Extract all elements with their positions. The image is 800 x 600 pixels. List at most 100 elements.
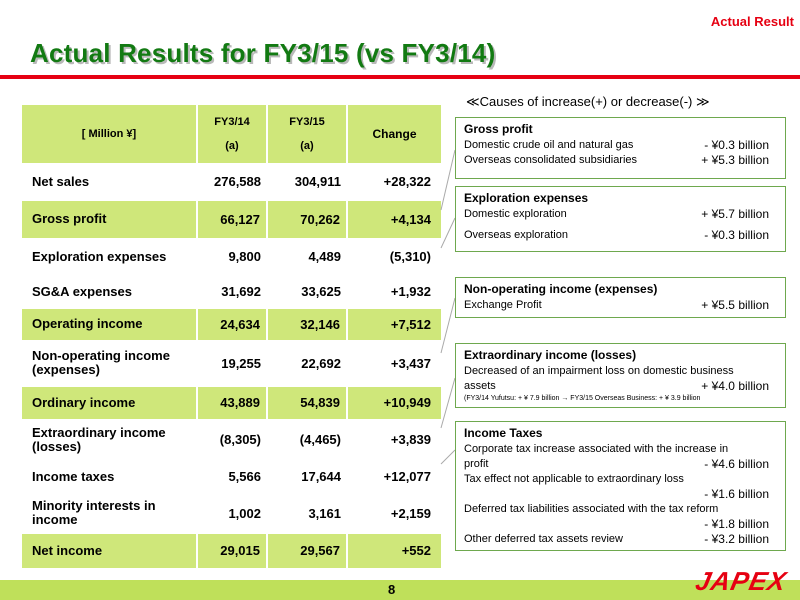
exploration-box: Exploration expenses Domestic exploratio… [455, 186, 786, 252]
box-title: Gross profit [464, 122, 533, 136]
table-row: Net sales 276,588 304,911 +28,322 [22, 163, 441, 201]
fy15-header-sub: (a) [300, 139, 314, 152]
cause-value: + ¥5.5 billion [701, 298, 769, 312]
cause-item: assets + ¥4.0 billion [464, 379, 769, 394]
fy15-value: 304,911 [267, 163, 347, 201]
change-value: (5,310) [347, 238, 441, 276]
row-label: Net sales [22, 163, 197, 201]
japex-logo: JAPEX [692, 566, 790, 596]
cause-label: Overseas exploration [464, 229, 568, 241]
fy14-value: 31,692 [197, 275, 267, 309]
row-label: Minority interests in income [22, 493, 197, 534]
box-title: Exploration expenses [464, 191, 589, 205]
cause-value: + ¥5.7 billion [701, 207, 769, 221]
fy15-value: 22,692 [267, 340, 347, 387]
income-taxes-box: Income Taxes Corporate tax increase asso… [455, 421, 786, 551]
table-row: Gross profit 66,127 70,262 +4,134 [22, 200, 441, 239]
cause-value: - ¥1.8 billion [704, 517, 769, 531]
change-value: +3,839 [347, 419, 441, 461]
change-value: +552 [347, 533, 441, 569]
change-header: Change [347, 105, 441, 164]
fy15-value: 29,567 [267, 533, 348, 569]
cause-value: - ¥4.6 billion [704, 457, 769, 471]
unit-header: [ Million ¥] [22, 105, 198, 164]
gross-profit-box: Gross profit Domestic crude oil and natu… [455, 117, 786, 179]
fy14-value: 5,566 [197, 460, 267, 494]
footer-bar [0, 580, 800, 600]
row-label: SG&A expenses [22, 275, 197, 309]
fy15-value: 4,489 [267, 238, 347, 276]
section-tag: Actual Result [710, 14, 794, 29]
cause-label: Domestic crude oil and natural gas [464, 139, 634, 151]
page-title: Actual Results for FY3/15 (vs FY3/14) [30, 38, 496, 68]
table-row: Income taxes 5,566 17,644 +12,077 [22, 460, 441, 494]
connector-income-taxes [440, 449, 456, 465]
cause-label: profit [464, 458, 489, 470]
table-row: SG&A expenses 31,692 33,625 +1,932 [22, 275, 441, 309]
cause-item: Domestic crude oil and natural gas - ¥0.… [464, 138, 769, 153]
cause-note: (FY3/14 Yufutsu: + ¥ 7.9 billion → FY3/1… [464, 395, 701, 402]
fy15-value: 33,625 [267, 275, 347, 309]
change-value: +4,134 [347, 200, 441, 239]
cause-item: profit - ¥4.6 billion [464, 457, 769, 472]
cause-label: assets [464, 380, 496, 392]
change-value: +3,437 [347, 340, 441, 387]
fy15-value: 70,262 [267, 200, 348, 239]
fy15-value: (4,465) [267, 419, 347, 461]
connector-non-operating [440, 297, 456, 354]
connector-exploration [440, 217, 456, 249]
cause-item: Overseas consolidated subsidiaries + ¥5.… [464, 153, 769, 168]
row-label: Gross profit [22, 200, 198, 239]
fy15-value: 3,161 [267, 493, 347, 534]
row-label: Net income [22, 533, 198, 569]
cause-value: - ¥0.3 billion [704, 228, 769, 242]
fy14-value: 29,015 [197, 533, 268, 569]
cause-text: Decreased of an impairment loss on domes… [464, 365, 734, 377]
connector-gross-profit [440, 149, 456, 211]
change-value: +28,322 [347, 163, 441, 201]
table-row: Ordinary income 43,889 54,839 +10,949 [22, 386, 441, 420]
table-header-row: [ Million ¥] FY3/14 (a) FY3/15 (a) Chang… [22, 105, 441, 164]
table-row: Non-operating income (expenses) 19,255 2… [22, 340, 441, 387]
change-value: +2,159 [347, 493, 441, 534]
title-rule [0, 75, 800, 79]
box-title: Extraordinary income (losses) [464, 348, 637, 362]
extraordinary-box: Extraordinary income (losses) Decreased … [455, 343, 786, 408]
row-label: Non-operating income (expenses) [22, 340, 197, 387]
cause-item: Other deferred tax assets review - ¥3.2 … [464, 532, 769, 547]
fy15-value: 17,644 [267, 460, 347, 494]
fy14-header: FY3/14 (a) [197, 105, 268, 164]
cause-label: Domestic exploration [464, 208, 567, 220]
cause-label: Exchange Profit [464, 299, 542, 311]
fy14-value: 276,588 [197, 163, 267, 201]
row-label: Operating income [22, 308, 198, 341]
causes-heading: ≪Causes of increase(+) or decrease(-) ≫ [466, 94, 710, 109]
row-label: Extraordinary income (losses) [22, 419, 197, 461]
cause-value: + ¥5.3 billion [701, 153, 769, 167]
connector-extraordinary [440, 377, 456, 429]
table-row: Minority interests in income 1,002 3,161… [22, 493, 441, 534]
cause-label: Overseas consolidated subsidiaries [464, 154, 638, 166]
box-title: Income Taxes [464, 426, 543, 440]
change-value: +12,077 [347, 460, 441, 494]
table-row: Exploration expenses 9,800 4,489 (5,310) [22, 238, 441, 276]
row-label: Income taxes [22, 460, 197, 494]
cause-value: + ¥4.0 billion [701, 379, 769, 393]
row-label: Ordinary income [22, 386, 198, 420]
change-value: +1,932 [347, 275, 441, 309]
cause-value: - ¥0.3 billion [704, 138, 769, 152]
fy15-header-label: FY3/15 [289, 115, 325, 128]
fy14-value: 66,127 [197, 200, 268, 239]
table-row: Operating income 24,634 32,146 +7,512 [22, 308, 441, 341]
results-table: [ Million ¥] FY3/14 (a) FY3/15 (a) Chang… [22, 105, 441, 569]
cause-text: Corporate tax increase associated with t… [464, 443, 729, 455]
change-value: +10,949 [347, 386, 441, 420]
row-label: Exploration expenses [22, 238, 197, 276]
table-row: Extraordinary income (losses) (8,305) (4… [22, 419, 441, 461]
table-row: Net income 29,015 29,567 +552 [22, 533, 441, 569]
cause-text: Tax effect not applicable to extraordina… [464, 473, 684, 485]
fy14-header-label: FY3/14 [214, 115, 250, 128]
fy14-header-sub: (a) [225, 139, 239, 152]
non-operating-box: Non-operating income (expenses) Exchange… [455, 277, 786, 318]
